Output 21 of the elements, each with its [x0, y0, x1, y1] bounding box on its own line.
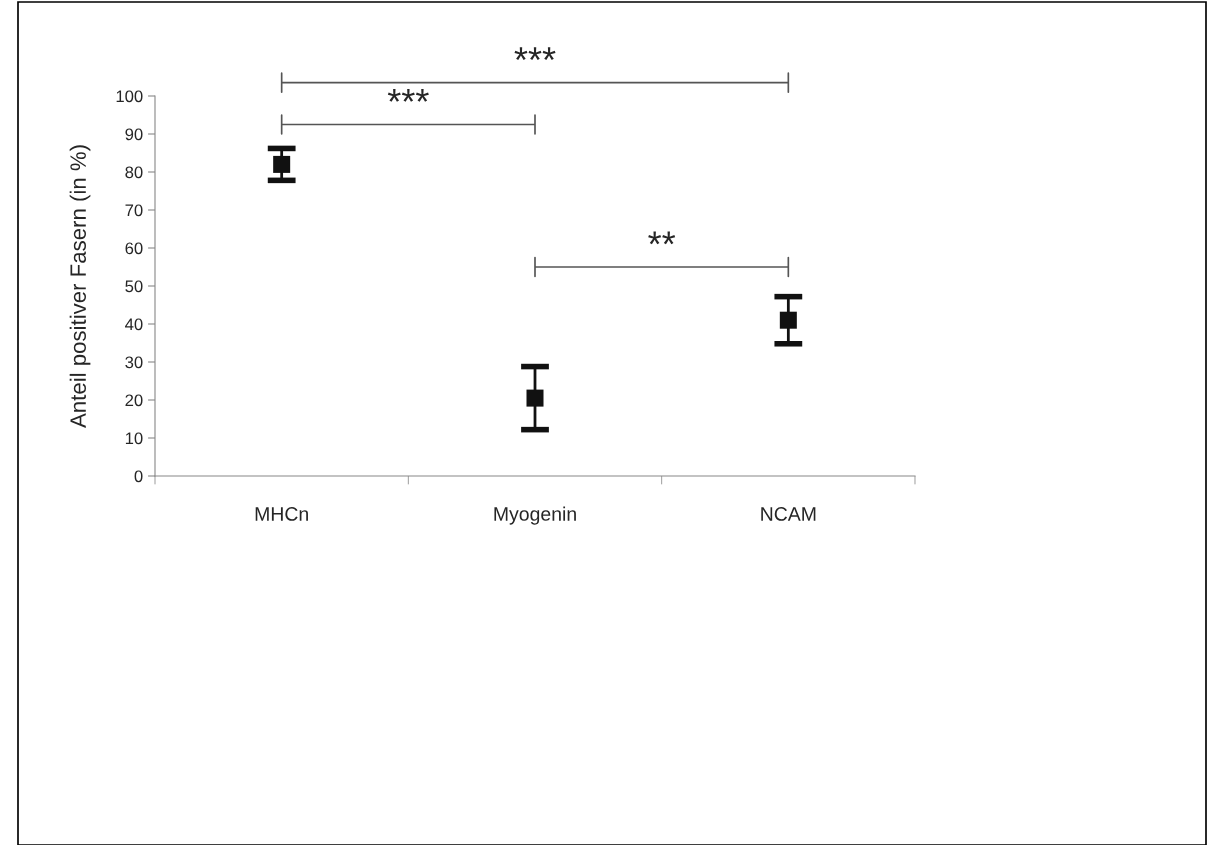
text: *** — [514, 47, 556, 60]
y-tick-label: 0 — [134, 470, 143, 483]
point — [526, 389, 544, 407]
y-tick-label: 90 — [125, 128, 143, 141]
y-tick-label: 20 — [125, 394, 143, 407]
x-tick-label: NCAM — [761, 507, 816, 521]
y-tick-label: 80 — [125, 166, 143, 179]
y-tick-label: 70 — [125, 204, 143, 217]
point — [779, 311, 797, 329]
y-tick-label: 40 — [125, 318, 143, 331]
x-tick-label: MHCn — [255, 507, 308, 521]
point — [273, 155, 291, 173]
annotation: ** — [648, 231, 676, 245]
y-tick-label: 30 — [125, 356, 143, 369]
y-tick-label: 10 — [125, 432, 143, 445]
y-axis-title: Anteil positiver Fasern (in %) — [69, 145, 91, 428]
y-tick-label: 60 — [125, 242, 143, 255]
annotation: *** — [387, 89, 429, 102]
y-tick-label: 100 — [116, 90, 143, 103]
x-tick-label: Myogenin — [494, 506, 576, 525]
y-tick-label: 50 — [125, 280, 143, 293]
